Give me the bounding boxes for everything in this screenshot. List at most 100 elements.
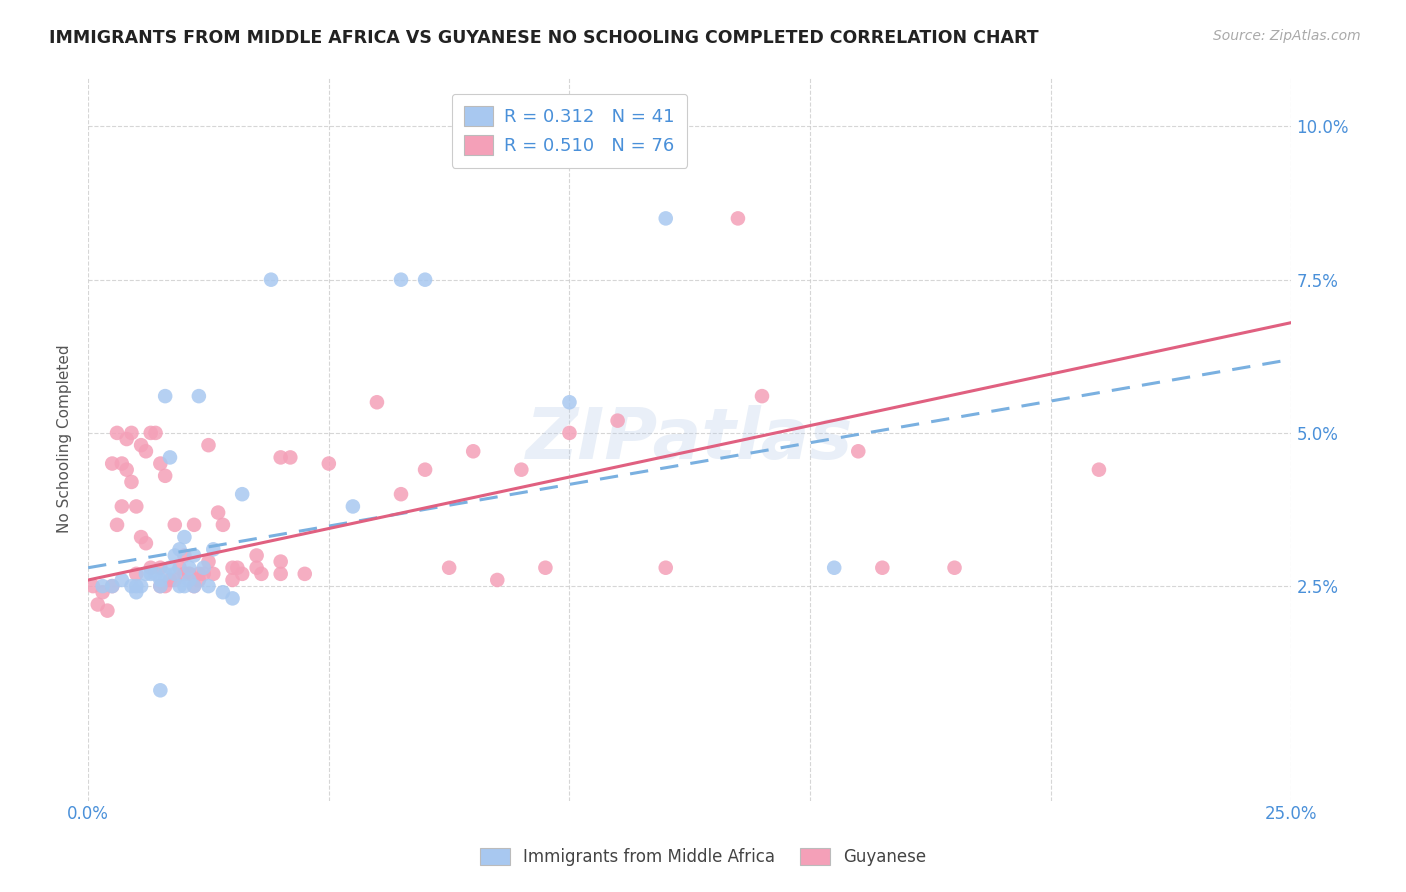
Point	[558, 395, 581, 409]
Point	[294, 566, 316, 581]
Text: Source: ZipAtlas.com: Source: ZipAtlas.com	[1213, 29, 1361, 43]
Point	[187, 566, 209, 581]
Point	[187, 573, 209, 587]
Point	[246, 560, 269, 574]
Point	[96, 604, 118, 618]
Point	[558, 425, 581, 440]
Point	[193, 560, 215, 574]
Point	[270, 555, 292, 569]
Point	[872, 560, 894, 574]
Point	[202, 542, 225, 557]
Point	[187, 389, 209, 403]
Point	[149, 573, 172, 587]
Text: ZIPatlas: ZIPatlas	[526, 405, 853, 474]
Point	[342, 500, 364, 514]
Point	[226, 560, 249, 574]
Point	[486, 573, 509, 587]
Point	[179, 560, 201, 574]
Point	[159, 450, 181, 465]
Point	[534, 560, 557, 574]
Point	[654, 211, 676, 226]
Point	[183, 517, 205, 532]
Point	[101, 457, 124, 471]
Point	[145, 425, 167, 440]
Point	[606, 414, 628, 428]
Point	[389, 487, 412, 501]
Point	[221, 591, 243, 606]
Point	[183, 579, 205, 593]
Point	[510, 463, 533, 477]
Point	[91, 579, 114, 593]
Point	[231, 487, 253, 501]
Point	[135, 444, 157, 458]
Point	[153, 566, 176, 581]
Point	[115, 463, 138, 477]
Point	[129, 438, 152, 452]
Point	[153, 579, 176, 593]
Point	[751, 389, 773, 403]
Point	[153, 389, 176, 403]
Point	[246, 549, 269, 563]
Point	[145, 566, 167, 581]
Point	[101, 579, 124, 593]
Point	[463, 444, 485, 458]
Point	[149, 560, 172, 574]
Point	[173, 579, 195, 593]
Point	[437, 560, 460, 574]
Point	[163, 573, 186, 587]
Legend: Immigrants from Middle Africa, Guyanese: Immigrants from Middle Africa, Guyanese	[472, 841, 934, 873]
Point	[179, 566, 201, 581]
Point	[111, 500, 134, 514]
Point	[149, 457, 172, 471]
Point	[125, 500, 148, 514]
Legend: R = 0.312   N = 41, R = 0.510   N = 76: R = 0.312 N = 41, R = 0.510 N = 76	[451, 94, 688, 168]
Point	[278, 450, 301, 465]
Point	[163, 549, 186, 563]
Point	[389, 273, 412, 287]
Point	[149, 579, 172, 593]
Point	[135, 536, 157, 550]
Point	[366, 395, 388, 409]
Point	[179, 566, 201, 581]
Point	[318, 457, 340, 471]
Point	[270, 566, 292, 581]
Point	[197, 438, 219, 452]
Point	[163, 517, 186, 532]
Point	[121, 425, 143, 440]
Point	[183, 549, 205, 563]
Point	[173, 566, 195, 581]
Point	[111, 457, 134, 471]
Point	[105, 425, 128, 440]
Point	[159, 560, 181, 574]
Point	[101, 579, 124, 593]
Point	[183, 579, 205, 593]
Point	[221, 573, 243, 587]
Point	[121, 475, 143, 489]
Point	[139, 425, 162, 440]
Point	[139, 560, 162, 574]
Point	[197, 579, 219, 593]
Point	[125, 579, 148, 593]
Point	[727, 211, 749, 226]
Point	[125, 585, 148, 599]
Point	[197, 555, 219, 569]
Point	[153, 468, 176, 483]
Point	[91, 585, 114, 599]
Point	[149, 683, 172, 698]
Point	[129, 530, 152, 544]
Point	[846, 444, 869, 458]
Point	[87, 598, 110, 612]
Point	[173, 530, 195, 544]
Point	[943, 560, 966, 574]
Point	[654, 560, 676, 574]
Point	[115, 432, 138, 446]
Point	[413, 463, 436, 477]
Point	[413, 273, 436, 287]
Point	[135, 566, 157, 581]
Point	[111, 573, 134, 587]
Point	[129, 579, 152, 593]
Point	[179, 573, 201, 587]
Point	[270, 450, 292, 465]
Point	[169, 560, 191, 574]
Point	[212, 517, 235, 532]
